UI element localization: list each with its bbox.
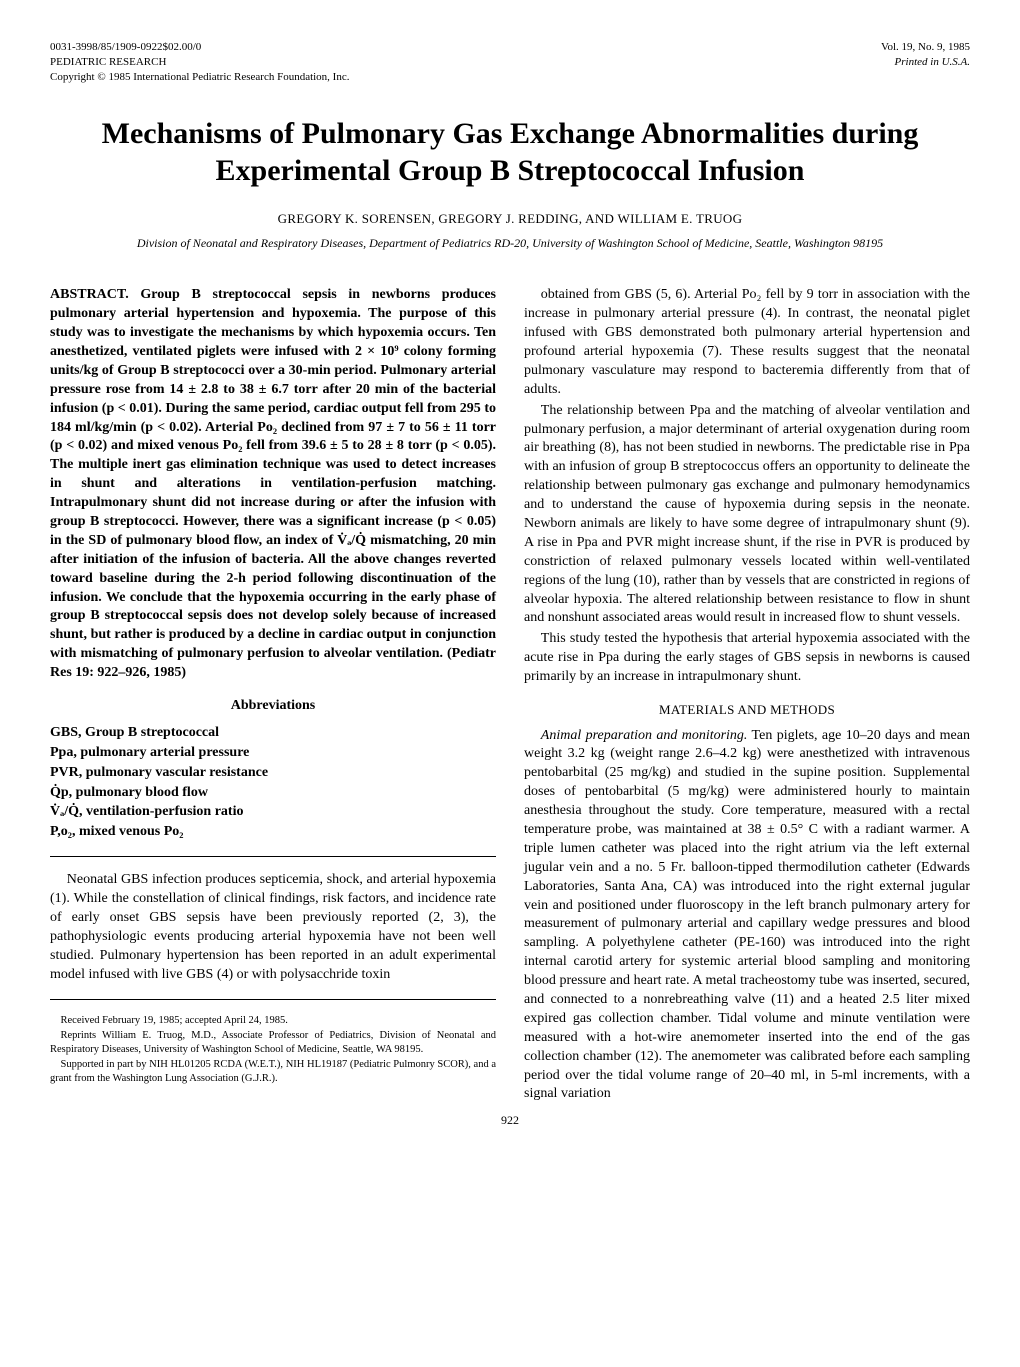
abbreviations-list: GBS, Group B streptococcal Ppa, pulmonar… xyxy=(50,724,496,842)
abstract: ABSTRACT. Group B streptococcal sepsis i… xyxy=(50,286,496,683)
footnote-received: Received February 19, 1985; accepted Apr… xyxy=(50,1014,496,1028)
abstract-label: ABSTRACT. xyxy=(50,287,129,302)
header-right: Vol. 19, No. 9, 1985 Printed in U.S.A. xyxy=(881,40,970,85)
body-paragraph: The relationship between Ppa and the mat… xyxy=(524,402,970,629)
footnotes: Received February 19, 1985; accepted Apr… xyxy=(50,1014,496,1087)
volume-issue: Vol. 19, No. 9, 1985 xyxy=(881,40,970,55)
author-affiliation: Division of Neonatal and Respiratory Dis… xyxy=(50,235,970,251)
body-paragraph: This study tested the hypothesis that ar… xyxy=(524,630,970,687)
methods-heading: MATERIALS AND METHODS xyxy=(524,701,970,719)
footnote-rule xyxy=(50,999,496,1000)
methods-runin: Animal preparation and monitoring. xyxy=(541,728,748,743)
article-title: Mechanisms of Pulmonary Gas Exchange Abn… xyxy=(50,115,970,190)
footnote-support: Supported in part by NIH HL01205 RCDA (W… xyxy=(50,1058,496,1086)
abbrev-item: GBS, Group B streptococcal xyxy=(50,724,496,743)
abbreviations-heading: Abbreviations xyxy=(50,697,496,716)
running-header: 0031-3998/85/1909-0922$02.00/0 PEDIATRIC… xyxy=(50,40,970,85)
abbrev-item: Q̇p, pulmonary blood flow xyxy=(50,784,496,803)
methods-text: Ten piglets, age 10–20 days and mean wei… xyxy=(524,728,970,1102)
printed-in: Printed in U.S.A. xyxy=(881,55,970,70)
footnote-reprints: Reprints William E. Truog, M.D., Associa… xyxy=(50,1029,496,1057)
body-columns: ABSTRACT. Group B streptococcal sepsis i… xyxy=(50,286,970,1104)
intro-paragraph: Neonatal GBS infection produces septicem… xyxy=(50,871,496,984)
abbrev-item: PVR, pulmonary vascular resistance xyxy=(50,764,496,783)
page-number: 922 xyxy=(50,1112,970,1128)
copyright-line: Copyright © 1985 International Pediatric… xyxy=(50,70,349,85)
issn-line: 0031-3998/85/1909-0922$02.00/0 xyxy=(50,40,349,55)
author-list: GREGORY K. SORENSEN, GREGORY J. REDDING,… xyxy=(50,210,970,228)
abbrev-item: P,o₂, mixed venous Po₂ xyxy=(50,823,496,842)
abbrev-item: V̇ₐ/Q̇, ventilation-perfusion ratio xyxy=(50,803,496,822)
journal-name: PEDIATRIC RESEARCH xyxy=(50,55,349,70)
methods-paragraph: Animal preparation and monitoring. Ten p… xyxy=(524,727,970,1105)
divider-rule xyxy=(50,856,496,857)
abstract-text: Group B streptococcal sepsis in newborns… xyxy=(50,287,496,680)
abbrev-item: Ppa, pulmonary arterial pressure xyxy=(50,744,496,763)
header-left: 0031-3998/85/1909-0922$02.00/0 PEDIATRIC… xyxy=(50,40,349,85)
body-paragraph: obtained from GBS (5, 6). Arterial Po₂ f… xyxy=(524,286,970,399)
